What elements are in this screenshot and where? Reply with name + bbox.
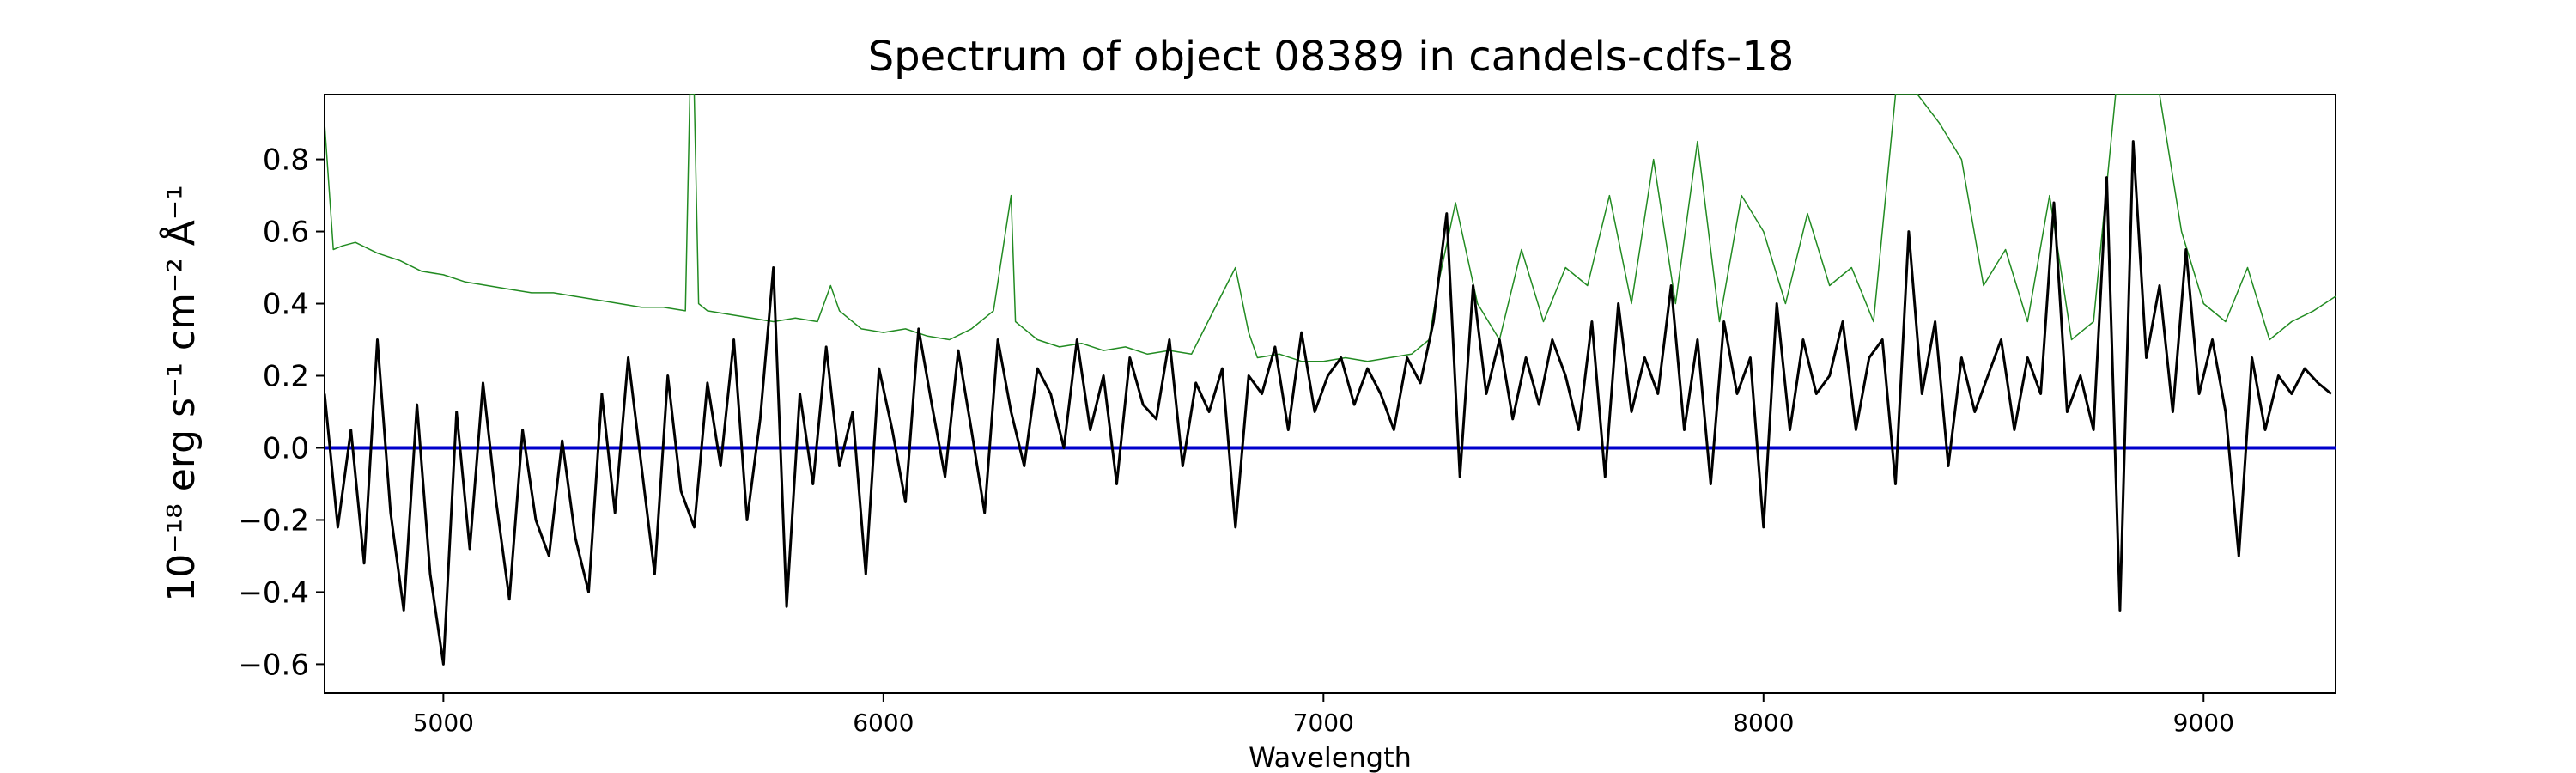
y-tick-label: 0.8 (263, 143, 309, 178)
y-axis-label: 10⁻¹⁸ erg s⁻¹ cm⁻² Å⁻¹ (158, 185, 204, 601)
x-tick-label: 6000 (853, 709, 914, 737)
x-tick-label: 8000 (1733, 709, 1794, 737)
y-tick-label: 0.4 (263, 288, 309, 322)
x-tick-label: 7000 (1293, 709, 1354, 737)
y-tick-label: 0.6 (263, 216, 309, 250)
y-tick-label: −0.6 (238, 648, 309, 682)
x-axis: 5000 6000 7000 8000 9000 (413, 693, 2234, 737)
series-layer (325, 94, 2336, 666)
y-tick-label: −0.2 (238, 503, 309, 538)
x-tick-label: 9000 (2173, 709, 2234, 737)
y-tick-label: 0.2 (263, 360, 309, 394)
plot-area: −0.6 −0.4 −0.2 0.0 0.2 0.4 0.6 0.8 5000 6000 7000… (238, 94, 2336, 737)
error-series-line (325, 94, 2336, 362)
x-tick-label: 5000 (413, 709, 474, 737)
y-tick-label: −0.4 (238, 575, 309, 610)
y-tick-label: 0.0 (263, 431, 309, 466)
y-axis: −0.6 −0.4 −0.2 0.0 0.2 0.4 0.6 0.8 (238, 143, 325, 682)
flux-series-line (325, 140, 2332, 666)
chart-title: Spectrum of object 08389 in candels-cdfs… (868, 33, 1795, 81)
x-axis-label: Wavelength (1249, 741, 1412, 773)
